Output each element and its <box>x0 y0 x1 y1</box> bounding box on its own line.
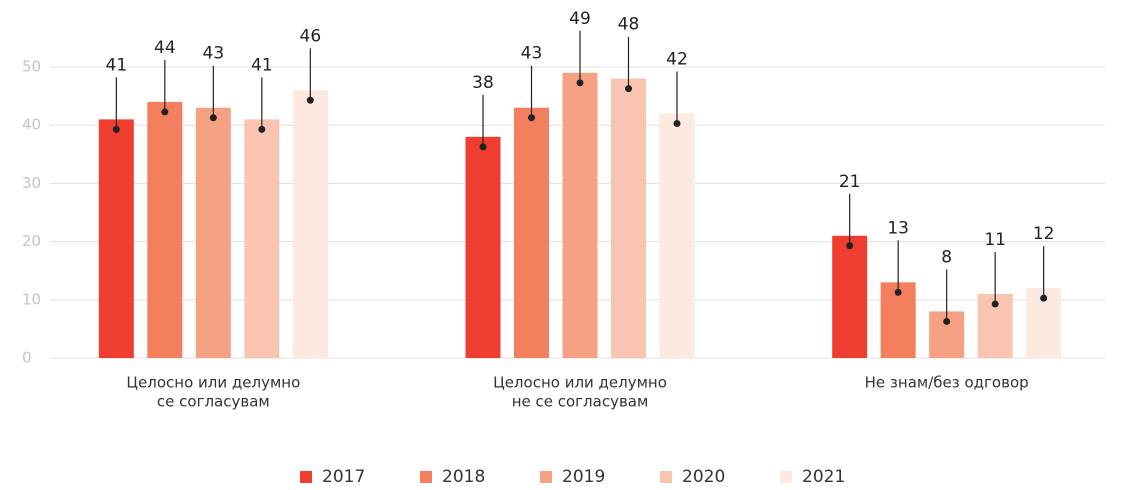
y-tick-label: 10 <box>22 290 41 308</box>
legend-label: 2021 <box>802 467 845 486</box>
value-label: 8 <box>941 247 952 267</box>
legend-label: 2020 <box>682 467 725 486</box>
bar <box>465 136 501 358</box>
value-label: 11 <box>984 230 1006 250</box>
value-label: 13 <box>887 218 909 238</box>
label-dot <box>306 96 314 104</box>
label-dot <box>673 120 681 128</box>
y-tick-label: 40 <box>22 116 41 134</box>
legend-swatch <box>660 471 672 483</box>
value-label: 21 <box>839 172 861 192</box>
x-tick-label: Целосно или делумно <box>126 374 300 392</box>
legend-swatch <box>420 471 432 483</box>
y-tick-label: 20 <box>22 232 41 250</box>
value-label: 49 <box>569 9 591 29</box>
x-tick-label: Целосно или делумно <box>493 374 667 392</box>
label-dot <box>943 317 951 325</box>
label-dot <box>894 288 902 296</box>
label-dot <box>479 143 487 151</box>
label-dot <box>258 125 266 133</box>
legend-label: 2019 <box>562 467 605 486</box>
label-dot <box>991 300 999 308</box>
value-label: 43 <box>521 44 543 64</box>
label-dot <box>846 242 854 250</box>
x-tick-label: не се согласувам <box>512 393 649 411</box>
bar <box>832 235 868 358</box>
bar <box>659 113 695 358</box>
legend-swatch <box>780 471 792 483</box>
value-label: 46 <box>300 26 322 46</box>
legend-swatch <box>300 471 312 483</box>
value-label: 42 <box>666 50 688 70</box>
legend-label: 2018 <box>442 467 485 486</box>
y-tick-label: 30 <box>22 174 41 192</box>
value-label: 48 <box>618 15 640 35</box>
bar <box>514 107 549 359</box>
y-tick-label: 50 <box>22 58 41 76</box>
value-label: 12 <box>1033 224 1055 244</box>
y-tick-label: 0 <box>22 349 32 367</box>
bar <box>611 78 646 358</box>
value-label: 41 <box>251 55 273 75</box>
value-label: 43 <box>203 44 225 64</box>
label-dot <box>1040 294 1048 302</box>
bar <box>147 101 183 359</box>
bar <box>292 90 328 358</box>
label-dot <box>161 108 169 116</box>
bar <box>244 119 280 358</box>
label-dot <box>576 79 584 87</box>
bar <box>195 107 231 359</box>
label-dot <box>209 114 217 122</box>
value-label: 41 <box>106 55 128 75</box>
label-dot <box>112 125 120 133</box>
x-tick-label: Не знам/без одговор <box>865 374 1029 392</box>
value-label: 44 <box>154 38 176 58</box>
bar <box>562 72 598 358</box>
value-label: 38 <box>472 73 494 93</box>
bar <box>98 119 134 358</box>
legend-swatch <box>540 471 552 483</box>
label-dot <box>625 85 632 93</box>
x-tick-label: се согласувам <box>157 393 270 411</box>
label-dot <box>528 114 535 122</box>
legend-label: 2017 <box>322 467 365 486</box>
